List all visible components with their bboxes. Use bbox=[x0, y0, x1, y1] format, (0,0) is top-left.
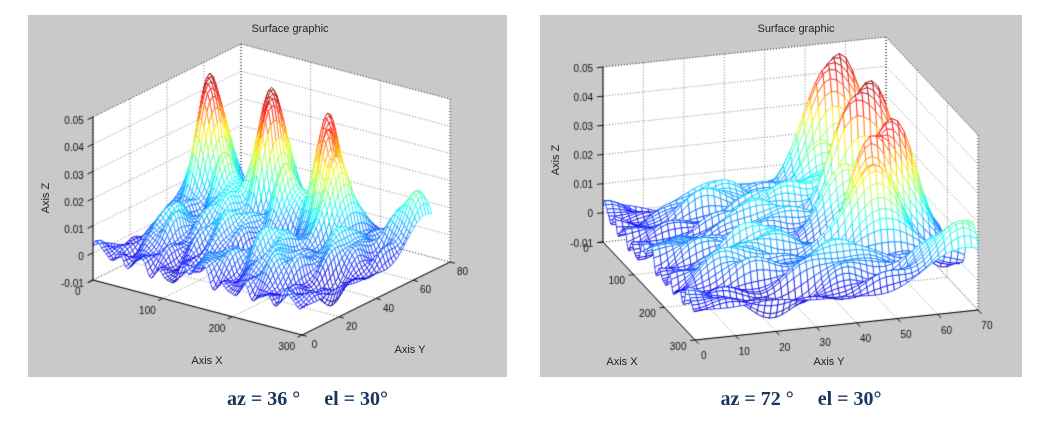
surface-plot-canvas-az72 bbox=[540, 15, 1022, 377]
z-axis-label: Axis Z bbox=[550, 144, 562, 176]
surface-plot-canvas-az36 bbox=[28, 15, 507, 377]
elevation-text: el = 30° bbox=[324, 388, 389, 410]
view-angle-caption-left: az = 36 ° el = 30° bbox=[68, 388, 547, 411]
azimuth-text: az = 36 ° bbox=[226, 388, 301, 410]
surface-figure-az72: Surface graphic Axis X Axis Y Axis Z bbox=[540, 15, 1022, 377]
surface-figure-az36: Surface graphic Axis X Axis Y Axis Z bbox=[28, 15, 507, 377]
x-axis-label: Axis X bbox=[606, 356, 638, 368]
azimuth-text: az = 72 ° bbox=[720, 388, 794, 410]
x-axis-label: Axis X bbox=[191, 355, 223, 367]
y-axis-label: Axis Y bbox=[813, 356, 845, 368]
y-axis-label: Axis Y bbox=[394, 344, 426, 356]
plot-title: Surface graphic bbox=[251, 23, 329, 35]
z-axis-label: Axis Z bbox=[40, 182, 52, 214]
plot-title: Surface graphic bbox=[757, 23, 835, 35]
view-angle-caption-right: az = 72 ° el = 30° bbox=[560, 388, 1042, 411]
elevation-text: el = 30° bbox=[817, 388, 882, 410]
